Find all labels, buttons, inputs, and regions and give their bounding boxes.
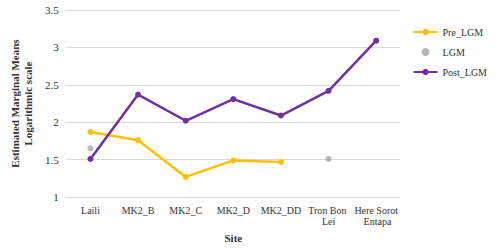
- svg-text:MK2_D: MK2_D: [217, 205, 250, 216]
- svg-text:Tron Bon: Tron Bon: [308, 205, 349, 216]
- svg-text:Here Sorot: Here Sorot: [354, 205, 398, 216]
- svg-text:Estimated Marginal Means: Estimated Marginal Means: [9, 39, 21, 168]
- svg-text:Post_LGM: Post_LGM: [443, 67, 488, 78]
- svg-text:Site: Site: [224, 232, 242, 244]
- svg-text:Pre_LGM: Pre_LGM: [443, 27, 484, 38]
- svg-text:2.5: 2.5: [45, 79, 59, 91]
- svg-text:Entapa: Entapa: [361, 216, 392, 227]
- svg-text:3: 3: [53, 41, 59, 53]
- svg-text:LGM: LGM: [443, 47, 465, 58]
- svg-text:2: 2: [53, 116, 59, 128]
- svg-text:MK2_B: MK2_B: [122, 205, 155, 216]
- svg-text:Laili: Laili: [81, 205, 100, 216]
- svg-text:3.5: 3.5: [45, 4, 59, 16]
- svg-text:Logarithmic scale: Logarithmic scale: [22, 61, 34, 145]
- svg-text:1.5: 1.5: [45, 154, 59, 166]
- svg-text:MK2_DD: MK2_DD: [261, 205, 302, 216]
- svg-text:MK2_C: MK2_C: [169, 205, 202, 216]
- svg-text:1: 1: [53, 191, 59, 203]
- svg-text:Lei: Lei: [322, 216, 336, 227]
